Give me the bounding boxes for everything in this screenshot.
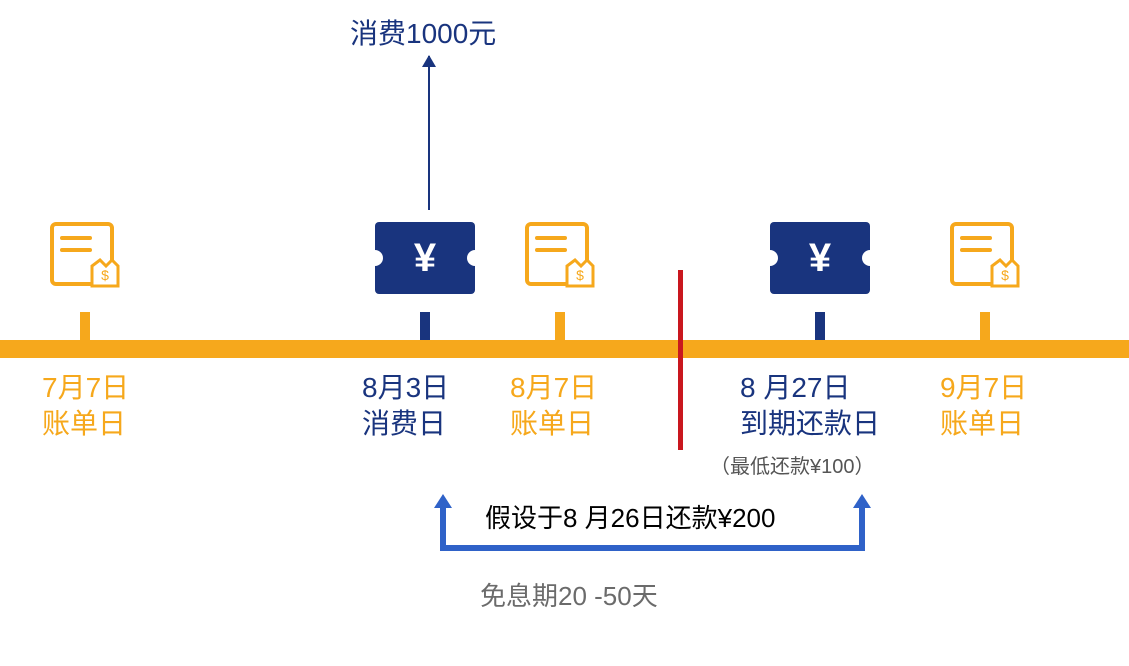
consumption-amount-text: 消费1000元: [350, 18, 496, 49]
event-desc: 到期还款日: [740, 406, 880, 442]
event-label-aug27: 8 月27日 到期还款日: [740, 370, 880, 443]
svg-text:$: $: [101, 267, 109, 283]
bracket-right-stem: [859, 505, 865, 551]
event-desc: 账单日: [940, 406, 1027, 442]
timeline-tick: [555, 312, 565, 342]
assumption-text: 假设于8 月26日还款¥200: [485, 498, 775, 535]
yen-coupon-icon: ¥: [770, 222, 870, 294]
timeline-bar: [0, 340, 1129, 358]
bill-icon: $: [46, 218, 124, 296]
bracket-horizontal: [440, 545, 865, 551]
yen-coupon-icon: ¥: [375, 222, 475, 294]
event-date: 8月3日: [362, 370, 449, 406]
timeline-tick: [80, 312, 90, 342]
timeline-tick: [980, 312, 990, 342]
event-desc: 账单日: [42, 406, 129, 442]
svg-text:$: $: [576, 267, 584, 283]
yen-symbol: ¥: [414, 236, 436, 281]
event-label-aug7: 8月7日 账单日: [510, 370, 597, 443]
event-label-sep7: 9月7日 账单日: [940, 370, 1027, 443]
event-date: 7月7日: [42, 370, 129, 406]
bracket-right-arrowhead-icon: [853, 494, 871, 508]
event-desc: 账单日: [510, 406, 597, 442]
divider-line: [678, 270, 683, 450]
consumption-amount-note: 消费1000元: [350, 12, 496, 52]
bracket-left-stem: [440, 505, 446, 551]
svg-text:$: $: [1001, 267, 1009, 283]
bracket-left-arrowhead-icon: [434, 494, 452, 508]
timeline-tick: [815, 312, 825, 342]
free-period-text: 免息期20 -50天: [480, 576, 658, 613]
min-payment-note: （最低还款¥100）: [710, 450, 875, 479]
event-label-jul7: 7月7日 账单日: [42, 370, 129, 443]
arrow-up-icon: [428, 56, 430, 210]
event-desc: 消费日: [362, 406, 449, 442]
bill-icon: $: [946, 218, 1024, 296]
event-label-aug3: 8月3日 消费日: [362, 370, 449, 443]
event-date: 8月7日: [510, 370, 597, 406]
credit-card-billing-timeline: 消费1000元 $ ¥ $ ¥: [0, 0, 1129, 666]
event-date: 8 月27日: [740, 370, 880, 406]
timeline-tick: [420, 312, 430, 342]
yen-symbol: ¥: [809, 236, 831, 281]
bill-icon: $: [521, 218, 599, 296]
event-date: 9月7日: [940, 370, 1027, 406]
